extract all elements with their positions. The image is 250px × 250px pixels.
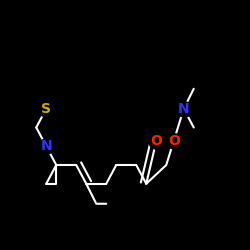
Text: O: O (168, 134, 180, 148)
Text: S: S (41, 102, 51, 116)
Text: O: O (150, 134, 162, 148)
Text: N: N (40, 139, 52, 153)
Text: N: N (178, 102, 190, 116)
